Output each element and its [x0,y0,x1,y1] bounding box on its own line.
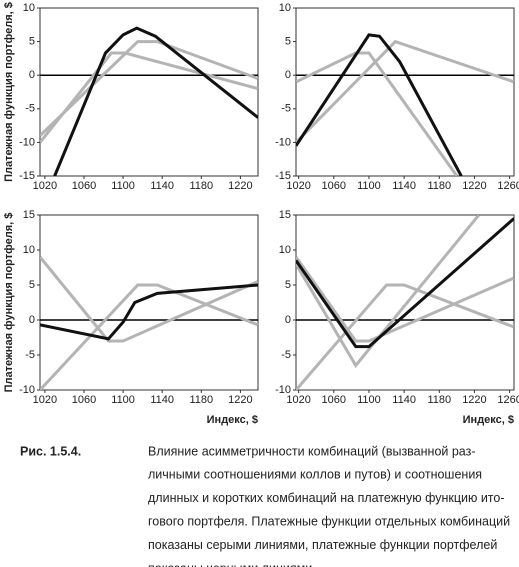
plot-frame [295,214,515,391]
y-tick-label: -10 [275,136,291,148]
y-tick-label: -10 [19,384,35,396]
x-tick-label: 1100 [357,394,381,406]
y-tick-label: -10 [19,136,35,148]
x-tick-label: 1020 [286,394,310,406]
x-tick-label: 1180 [189,180,213,192]
x-tick-label: 1180 [427,394,451,406]
payoff-line [296,256,514,343]
y-tick-label: 10 [279,2,291,14]
payoff-line [40,51,258,144]
payoff-line [40,256,258,343]
x-tick-label: 1060 [322,394,346,406]
plot-frame [39,214,259,391]
x-tick-label: 1060 [322,180,346,192]
x-tick-label: 1140 [150,180,174,192]
x-tick-label: 1140 [150,394,174,406]
y-tick-label: -15 [275,170,291,182]
x-tick-label: 1140 [392,394,416,406]
x-tick-label: 1220 [462,394,486,406]
y-tick-label: -5 [25,349,35,361]
x-tick-label: 1020 [33,394,57,406]
payoff-line [296,217,514,349]
x-axis-label: Индекс, $ [207,414,258,426]
plot-frame [39,7,259,177]
payoff-line [296,283,514,390]
y-axis-label: Платежная функция портфеля, $ [3,2,15,182]
x-tick-label: 1220 [462,180,486,192]
y-tick-label: 5 [285,36,291,48]
caption-line: личными соотношениями коллов и путов) и … [148,468,482,482]
payoff-line [40,40,258,137]
x-tick-label: 1180 [427,180,451,192]
y-tick-label: -5 [281,349,291,361]
x-tick-label: 1100 [111,394,135,406]
x-tick-label: 1220 [228,394,252,406]
payoff-line [53,26,258,176]
x-tick-label: 1060 [72,394,96,406]
y-tick-label: 0 [29,69,35,81]
x-tick-label: 1100 [111,180,135,192]
plot-frame [295,7,515,177]
y-tick-label: 0 [29,314,35,326]
caption-line: длинных и коротких комбинаций на платежн… [148,491,505,505]
y-tick-label: 10 [279,244,291,256]
payoff-line [296,33,463,176]
payoff-line [40,283,258,341]
y-tick-label: 15 [279,209,291,221]
caption-label: Рис. 1.5.4. [20,444,81,458]
x-tick-label: 1020 [33,180,57,192]
y-tick-label: 5 [29,36,35,48]
caption-line: показаны серыми линиями, платежные функц… [148,538,497,552]
payoff-line [296,51,459,176]
y-tick-label: 10 [23,244,35,256]
caption-line: Влияние асимметричности комбинаций (вызв… [148,444,476,458]
x-tick-label: 1060 [72,180,96,192]
x-tick-label: 1100 [357,180,381,192]
y-tick-label: 10 [23,2,35,14]
payoff-line [296,39,514,144]
y-tick-label: -10 [275,384,291,396]
y-tick-label: -5 [25,103,35,115]
payoff-line [40,283,258,390]
x-tick-label: 1260 [497,394,519,406]
y-tick-label: 0 [285,69,291,81]
y-tick-label: 5 [29,279,35,291]
y-tick-label: 0 [285,314,291,326]
x-axis-label: Индекс, $ [463,414,514,426]
caption-line: гового портфеля. Платежные функции отдел… [148,514,510,528]
y-tick-label: -5 [281,103,291,115]
x-tick-label: 1020 [286,180,310,192]
x-tick-label: 1220 [228,180,252,192]
y-axis-label: Платежная функция портфеля, $ [3,213,15,393]
y-tick-label: 5 [285,279,291,291]
x-tick-label: 1140 [392,180,416,192]
y-tick-label: 15 [23,209,35,221]
x-tick-label: 1180 [189,394,213,406]
x-tick-label: 1260 [497,180,519,192]
caption-line: показаны черными линиями [148,561,312,567]
payoff-line [296,215,480,369]
y-tick-label: -15 [19,170,35,182]
